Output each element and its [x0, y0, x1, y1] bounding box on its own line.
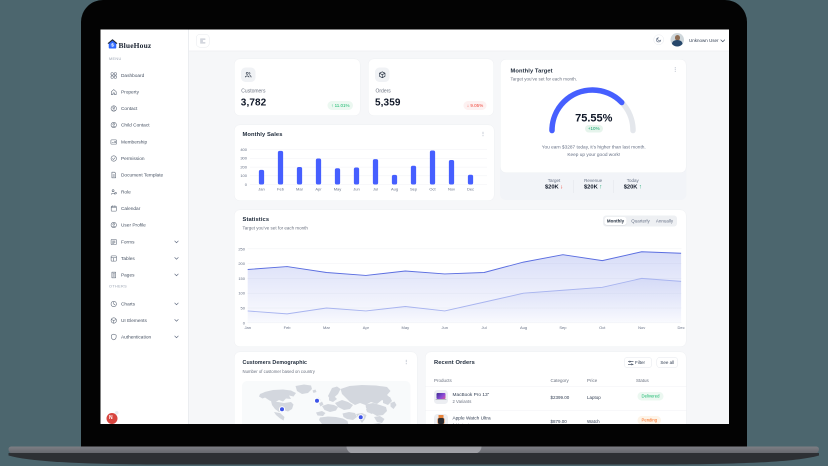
svg-text:Apr: Apr	[363, 325, 370, 330]
svg-text:Jan: Jan	[258, 187, 264, 192]
svg-text:Sep: Sep	[410, 187, 418, 192]
svg-text:Feb: Feb	[283, 325, 291, 330]
svg-text:Jul: Jul	[373, 187, 378, 192]
svg-text:Aug: Aug	[520, 325, 527, 330]
svg-text:Nov: Nov	[448, 187, 455, 192]
svg-text:250: 250	[238, 246, 245, 251]
svg-text:Sep: Sep	[559, 325, 567, 330]
svg-text:Jun: Jun	[353, 187, 359, 192]
svg-text:0: 0	[245, 182, 248, 187]
svg-text:Mar: Mar	[296, 187, 304, 192]
svg-text:Jul: Jul	[481, 325, 486, 330]
svg-text:Nov: Nov	[638, 325, 645, 330]
svg-text:Feb: Feb	[277, 187, 285, 192]
svg-text:Apr: Apr	[315, 187, 322, 192]
svg-text:50: 50	[240, 306, 245, 311]
svg-text:Mar: Mar	[323, 325, 331, 330]
svg-text:300: 300	[240, 156, 247, 161]
svg-text:Aug: Aug	[391, 187, 398, 192]
svg-text:Dec: Dec	[467, 187, 474, 192]
svg-text:Jan: Jan	[244, 325, 250, 330]
svg-text:Oct: Oct	[599, 325, 606, 330]
svg-text:Oct: Oct	[429, 187, 436, 192]
svg-text:May: May	[401, 325, 409, 330]
svg-text:Dec: Dec	[677, 325, 684, 330]
svg-text:100: 100	[240, 173, 247, 178]
svg-text:Jun: Jun	[441, 325, 447, 330]
svg-text:$: $	[111, 43, 114, 48]
svg-text:May: May	[334, 187, 342, 192]
svg-text:100: 100	[238, 291, 245, 296]
svg-text:0: 0	[243, 320, 246, 325]
svg-text:150: 150	[238, 276, 245, 281]
svg-text:400: 400	[240, 147, 247, 152]
svg-text:200: 200	[240, 164, 247, 169]
svg-text:200: 200	[238, 261, 245, 266]
